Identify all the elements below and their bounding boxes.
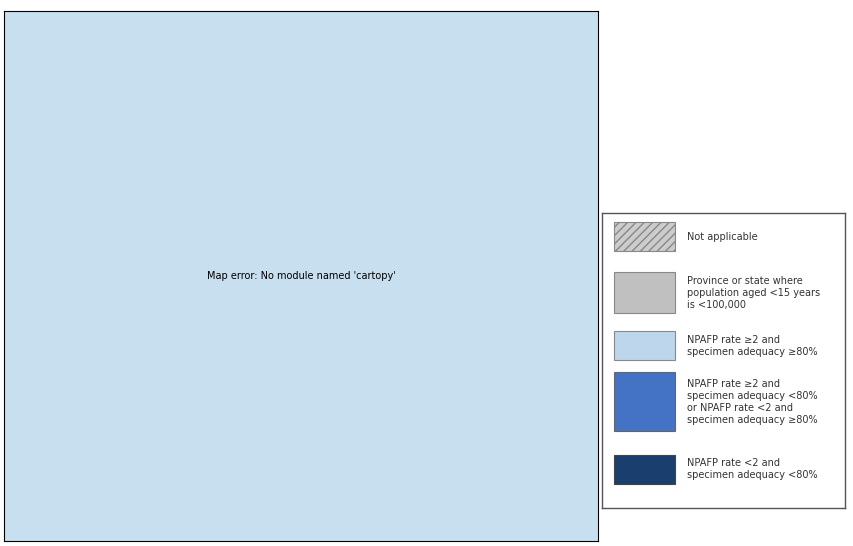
Bar [613,272,674,313]
Text: NPAFP rate <2 and
specimen adequacy <80%: NPAFP rate <2 and specimen adequacy <80% [687,459,817,480]
Bar [613,372,674,431]
Text: NPAFP rate ≥2 and
specimen adequacy <80%
or NPAFP rate <2 and
specimen adequacy : NPAFP rate ≥2 and specimen adequacy <80%… [687,378,817,425]
Text: Province or state where
population aged <15 years
is <100,000: Province or state where population aged … [687,276,820,310]
Text: Not applicable: Not applicable [687,232,757,241]
Bar [613,455,674,484]
Text: NPAFP rate ≥2 and
specimen adequacy ≥80%: NPAFP rate ≥2 and specimen adequacy ≥80% [687,335,817,357]
Bar [613,331,674,360]
Bar [613,222,674,251]
Text: Map error: No module named 'cartopy': Map error: No module named 'cartopy' [206,271,395,281]
